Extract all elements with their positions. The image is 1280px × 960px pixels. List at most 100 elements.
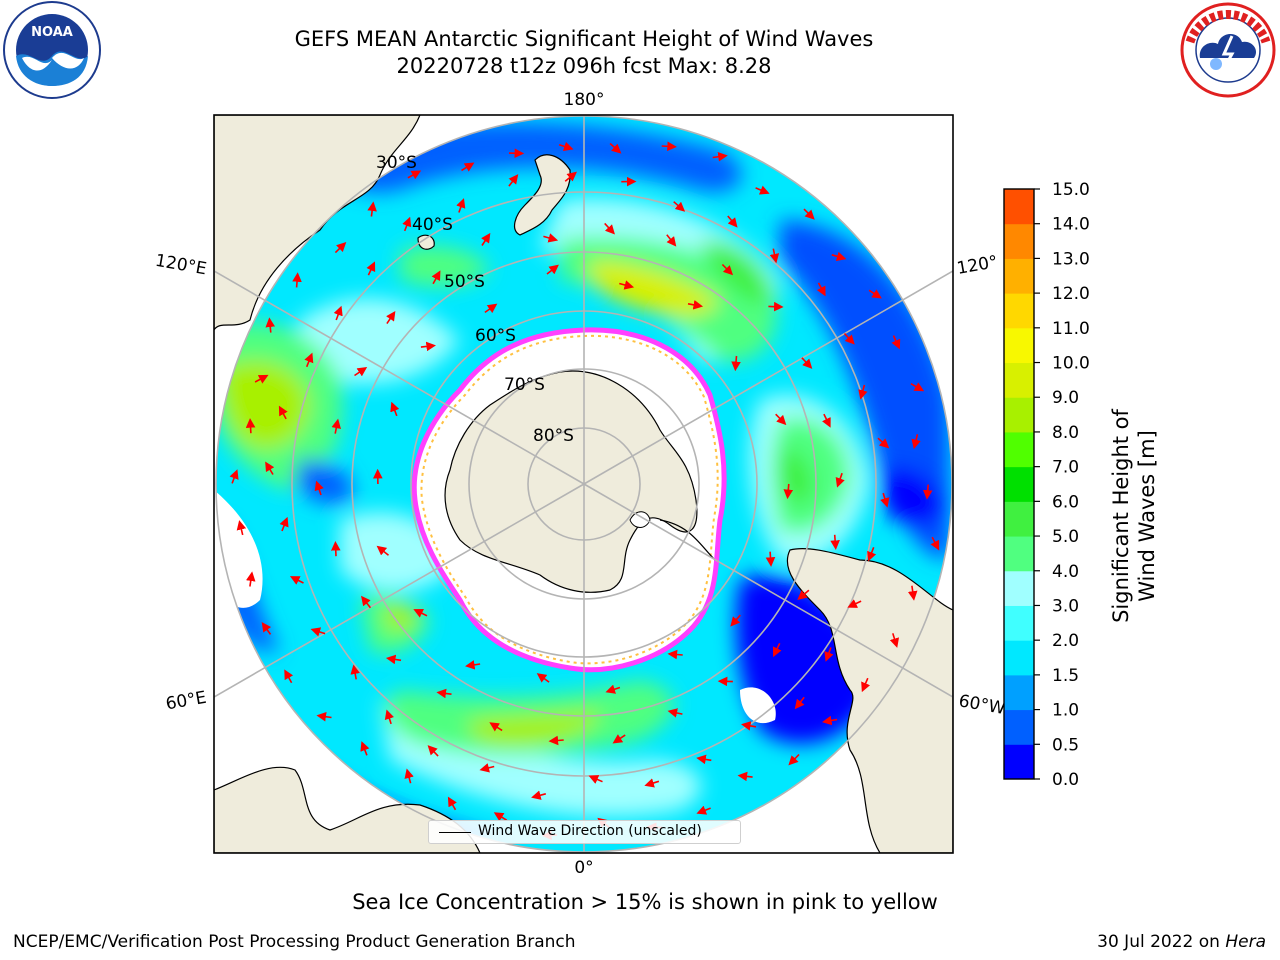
lat-label-30s: 30°S [376,153,417,173]
wave-direction-arrow [673,201,686,212]
wave-direction-arrow [420,341,436,352]
wave-direction-arrow [289,576,304,585]
colorbar-segment [1004,744,1034,780]
wave-direction-arrow [245,571,256,587]
colorbar-tick-label: 1.0 [1052,701,1079,721]
wave-direction-arrow [229,469,239,484]
wave-direction-arrow [772,642,782,658]
wave-direction-arrow [447,796,457,811]
sea-ice-note: Sea Ice Concentration > 15% is shown in … [352,890,938,914]
colorbar-segment [1004,431,1034,468]
wave-direction-arrow [769,248,780,264]
wave-direction-arrow [304,352,314,368]
colorbar-tick-label: 7.0 [1052,458,1079,478]
meridian-60w [583,483,953,698]
wave-direction-arrow [867,547,877,562]
wave-direction-arrow [366,261,376,276]
colorbar-tick-label: 14.0 [1052,215,1090,235]
national-weather-service-logo-icon [1180,2,1276,98]
wave-direction-arrow [661,141,677,152]
wave-direction-arrow [384,709,395,725]
map-legend: Wind Wave Direction (unscaled) [428,820,741,844]
wave-direction-arrow [731,355,741,372]
wave-direction-arrow [558,141,574,151]
wave-direction-arrow [783,483,794,500]
lon-label-60w: 60°W [957,691,1007,719]
wave-direction-arrow [755,185,770,195]
map-title: GEFS MEAN Antarctic Significant Height o… [294,27,874,51]
wave-direction-arrow [385,654,402,665]
colorbar-segment [1004,674,1034,711]
wave-direction-arrow [261,621,272,635]
credit-left: NCEP/EMC/Verification Post Processing Pr… [13,932,576,952]
wave-direction-arrow [333,305,343,321]
wave-direction-arrow [265,317,276,333]
wave-direction-arrow [536,673,550,683]
wave-direction-arrow [847,599,862,608]
wave-direction-arrow [292,272,302,288]
wave-direction-arrow [930,536,940,551]
lon-label-0: 0° [574,858,593,878]
wave-direction-arrow [666,234,677,247]
wave-direction-arrow [334,241,347,254]
wave-direction-arrow [493,812,508,822]
legend-line-icon [439,832,471,833]
colorbar-segment [1004,293,1034,329]
wave-direction-arrow [830,534,840,550]
wave-direction-arrow [861,677,871,693]
noaa-logo-text: NOAA [31,25,73,40]
wave-direction-arrow [891,335,901,350]
wave-direction-arrow [361,595,372,609]
colorbar-segment [1004,709,1034,745]
wave-direction-arrow [835,472,845,488]
wave-direction-arrow [413,609,428,618]
noaa-logo-icon: NOAA [3,1,101,99]
wave-direction-arrow [265,461,275,475]
wave-direction-arrow [822,715,838,726]
wave-direction-arrow [330,541,341,557]
wave-direction-arrow [479,763,495,773]
wave-direction-arrow [609,142,622,154]
wave-direction-arrow [461,162,475,172]
lon-label-180: 180° [564,90,605,110]
wave-direction-arrow [712,151,728,162]
wave-direction-arrow [816,282,826,297]
colorbar-tick-label: 0.0 [1052,770,1079,790]
wave-direction-arrow [390,401,400,417]
wave-direction-arrow [314,480,324,496]
wave-direction-arrow [588,775,603,784]
wave-direction-arrow [279,516,289,532]
wave-direction-arrow [543,233,559,243]
wave-direction-arrow [737,771,753,782]
colorbar-segment [1004,223,1034,259]
wave-direction-arrow [768,301,784,312]
wave-direction-arrow [407,170,422,180]
wave-direction-arrow [765,551,776,567]
colorbar-tick-label: 6.0 [1052,492,1079,512]
lat-label-50s: 50°S [444,272,485,292]
wave-direction-arrow [877,437,890,449]
colorbar-segment [1004,397,1034,433]
wave-direction-arrow [775,413,787,426]
lat-label-80s: 80°S [533,426,574,446]
tasmania-land [417,234,435,250]
credit-date: 30 Jul 2022 on [1097,932,1226,952]
wave-direction-arrow [310,627,326,637]
wave-direction-arrow [236,520,247,536]
wave-direction-arrow [436,688,452,699]
wave-direction-arrow [465,660,481,670]
wave-direction-arrow [316,711,332,722]
wave-direction-arrow [910,382,925,392]
colorbar-frame [1003,188,1035,780]
wave-direction-arrow [801,357,813,369]
colorbar-tick-label: 12.0 [1052,284,1090,304]
wave-direction-arrow [858,384,868,400]
map-frame [213,114,954,854]
wave-direction-arrow [612,734,626,744]
wave-direction-arrow [667,649,683,660]
colorbar-tick-label: 13.0 [1052,249,1090,269]
wave-direction-arrow [508,174,519,187]
wave-direction-arrow [404,768,414,784]
wave-direction-arrow [481,232,491,246]
